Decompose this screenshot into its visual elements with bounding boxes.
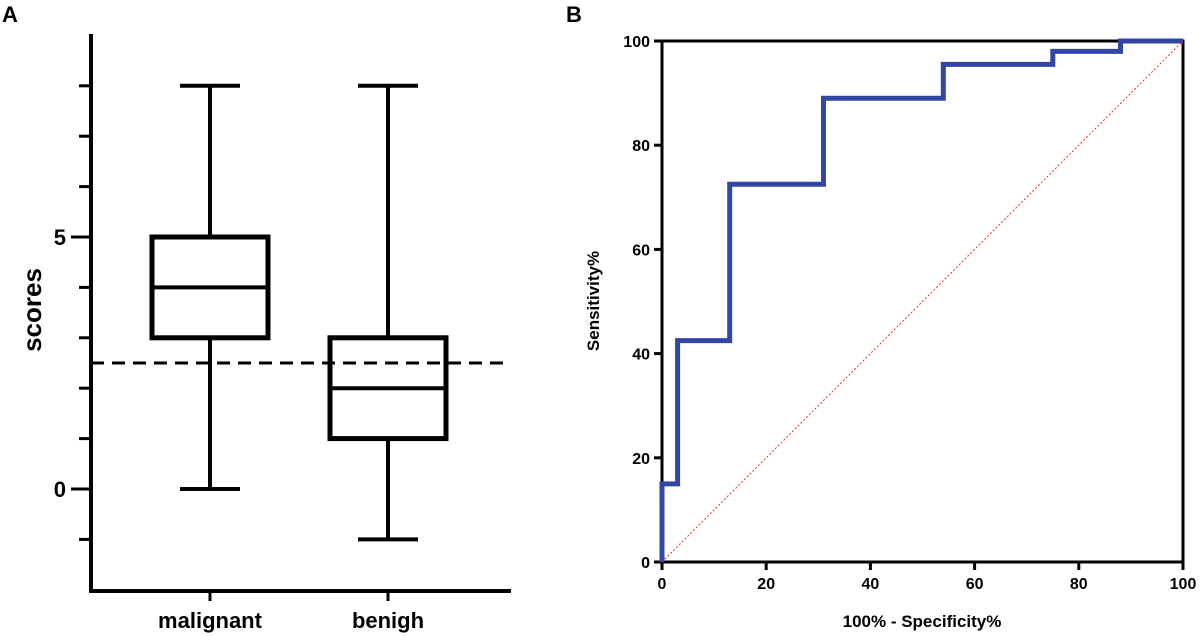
roc-curve-line [659,38,1183,562]
panel-a: scores 0 5 malignant benigh [17,34,511,633]
panel-b: Sensitivity% 100% - Specificity% 0 20 40 60… [584,34,1196,631]
b-x-tick-label: 20 [757,576,775,593]
category-label: malignant [158,608,263,633]
b-y-axis-title: Sensitivity% [584,251,603,351]
a-y-tick-label: 5 [54,225,66,250]
b-y-tick-label: 80 [632,138,650,155]
b-x-axis-title: 100% - Specificity% [843,612,1002,631]
box-benigh: benigh [327,83,449,633]
a-y-tick-label: 0 [54,477,66,502]
b-x-tick-label: 100 [1170,576,1197,593]
b-y-tick-label: 40 [632,347,650,364]
panel-letter-a: A [2,2,18,27]
panel-letter-b: B [566,2,582,27]
b-x-tick-label: 0 [658,576,667,593]
b-x-tick-label: 60 [966,576,984,593]
b-y-tick-label: 20 [632,451,650,468]
b-plot-frame [660,39,1185,564]
reference-diagonal-line [661,40,1184,563]
b-y-tick-label: 60 [632,242,650,259]
box-malignant: malignant [149,83,271,633]
a-y-axis-title: scores [17,268,47,352]
category-label: benigh [352,608,424,633]
b-y-tick-label: 100 [623,34,650,51]
b-y-tick-label: 0 [641,555,650,572]
b-x-tick-label: 80 [1070,576,1088,593]
b-x-tick-label: 40 [862,576,880,593]
